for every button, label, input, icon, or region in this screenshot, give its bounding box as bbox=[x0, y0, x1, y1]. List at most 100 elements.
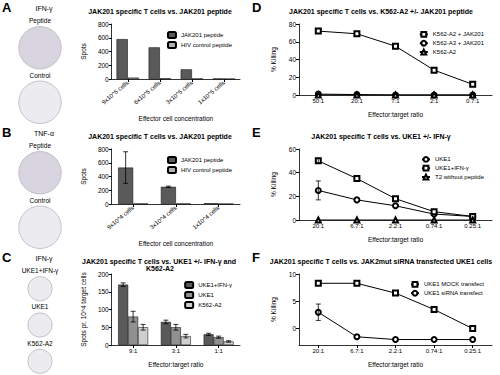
html-text:A: A bbox=[2, 0, 12, 15]
svg-text:HIV control peptide: HIV control peptide bbox=[181, 42, 233, 48]
svg-text:3x10^4 cells: 3x10^4 cells bbox=[149, 205, 178, 231]
svg-text:200: 200 bbox=[98, 187, 109, 194]
svg-text:K562-A2: K562-A2 bbox=[146, 265, 174, 272]
svg-text:20:1: 20:1 bbox=[312, 223, 324, 229]
svg-text:HIV control peptide: HIV control peptide bbox=[181, 167, 233, 173]
svg-text:0: 0 bbox=[292, 217, 296, 224]
svg-text:80: 80 bbox=[289, 21, 297, 28]
svg-text:Control: Control bbox=[30, 197, 52, 204]
svg-text:Spots: Spots bbox=[80, 42, 88, 59]
svg-text:50:1: 50:1 bbox=[312, 98, 324, 104]
svg-text:0.74:1: 0.74:1 bbox=[426, 223, 443, 229]
svg-text:40: 40 bbox=[289, 169, 297, 176]
svg-text:Spots: Spots bbox=[80, 167, 88, 184]
svg-text:Peptide: Peptide bbox=[29, 17, 51, 25]
svg-text:Peptide: Peptide bbox=[29, 142, 51, 150]
svg-text:20:1: 20:1 bbox=[351, 98, 363, 104]
html-text:D: D bbox=[252, 0, 262, 15]
svg-text:Effector:target ratio: Effector:target ratio bbox=[148, 361, 204, 369]
svg-text:% Killing: % Killing bbox=[270, 297, 278, 322]
svg-text:10: 10 bbox=[289, 271, 297, 278]
svg-text:400: 400 bbox=[98, 173, 109, 180]
svg-text:20:1: 20:1 bbox=[312, 348, 324, 354]
svg-text:0.25:1: 0.25:1 bbox=[464, 223, 481, 229]
svg-text:UKE1+IFN-γ: UKE1+IFN-γ bbox=[435, 165, 469, 171]
svg-text:UKE1: UKE1 bbox=[198, 292, 214, 298]
svg-text:Effector:target ratio: Effector:target ratio bbox=[368, 236, 424, 244]
svg-text:600: 600 bbox=[98, 34, 109, 41]
svg-text:K562-A2: K562-A2 bbox=[198, 302, 222, 308]
html-text:B: B bbox=[2, 125, 12, 140]
svg-text:2.2:1: 2.2:1 bbox=[389, 348, 403, 354]
svg-text:Effector:target ratio: Effector:target ratio bbox=[368, 111, 424, 119]
svg-text:2:1: 2:1 bbox=[430, 98, 439, 104]
svg-text:JAK201 specific T cells vs. K5: JAK201 specific T cells vs. K562-A2 +/- … bbox=[289, 8, 473, 16]
svg-text:UKE1: UKE1 bbox=[435, 156, 451, 162]
svg-text:UKE1 MOCK transfect: UKE1 MOCK transfect bbox=[424, 281, 484, 287]
svg-text:7:1: 7:1 bbox=[391, 98, 400, 104]
svg-text:UKE1+IFN-γ: UKE1+IFN-γ bbox=[22, 267, 59, 275]
svg-text:6.7:1: 6.7:1 bbox=[350, 348, 364, 354]
svg-text:% Killing: % Killing bbox=[270, 172, 278, 197]
svg-text:2.2:1: 2.2:1 bbox=[389, 223, 403, 229]
svg-text:0: 0 bbox=[292, 92, 296, 99]
svg-text:K562-A3 + JAK201: K562-A3 + JAK201 bbox=[433, 40, 485, 46]
svg-text:K562-A2 + JAK201: K562-A2 + JAK201 bbox=[433, 31, 485, 37]
svg-text:K562-A2: K562-A2 bbox=[433, 49, 457, 55]
svg-text:K562-A2: K562-A2 bbox=[27, 340, 53, 347]
svg-text:20: 20 bbox=[289, 193, 297, 200]
svg-text:JAK201 specific T cells vs. JA: JAK201 specific T cells vs. JAK201 pepti… bbox=[88, 133, 232, 141]
svg-text:UKE1: UKE1 bbox=[32, 303, 49, 310]
svg-text:1x10^5 cells: 1x10^5 cells bbox=[197, 80, 226, 106]
svg-text:200: 200 bbox=[98, 62, 109, 69]
svg-text:JAK201 specific T cells vs. UK: JAK201 specific T cells vs. UKE1 +/- IFN… bbox=[311, 133, 451, 141]
svg-text:6.7:1: 6.7:1 bbox=[350, 223, 364, 229]
svg-text:0: 0 bbox=[105, 76, 109, 83]
svg-text:60: 60 bbox=[289, 38, 297, 45]
svg-text:0.7:1: 0.7:1 bbox=[466, 98, 480, 104]
svg-text:50: 50 bbox=[102, 324, 110, 331]
svg-text:0.74:1: 0.74:1 bbox=[426, 348, 443, 354]
svg-text:IFN-γ: IFN-γ bbox=[35, 5, 53, 13]
svg-text:Spots pr. 10^4 target cells: Spots pr. 10^4 target cells bbox=[80, 271, 88, 346]
svg-text:0: 0 bbox=[105, 342, 109, 349]
svg-text:1:1: 1:1 bbox=[214, 348, 223, 354]
svg-text:0: 0 bbox=[105, 201, 109, 208]
svg-text:TNF-α: TNF-α bbox=[34, 130, 54, 137]
svg-text:3x10^5 cells: 3x10^5 cells bbox=[165, 80, 194, 106]
svg-text:20: 20 bbox=[289, 74, 297, 81]
svg-text:T2 without peptide: T2 without peptide bbox=[435, 174, 485, 180]
svg-text:Effector:target ratio: Effector:target ratio bbox=[368, 361, 424, 369]
html-text:C: C bbox=[2, 250, 12, 265]
svg-text:600: 600 bbox=[98, 159, 109, 166]
svg-text:200: 200 bbox=[98, 271, 109, 278]
svg-text:% Killing: % Killing bbox=[270, 47, 278, 72]
svg-text:9x10^4 cells: 9x10^4 cells bbox=[106, 205, 135, 231]
svg-text:150: 150 bbox=[98, 288, 109, 295]
svg-text:IFN-γ: IFN-γ bbox=[35, 255, 53, 263]
svg-text:6x10^5 cells: 6x10^5 cells bbox=[133, 80, 162, 106]
svg-text:400: 400 bbox=[98, 48, 109, 55]
svg-text:0: 0 bbox=[292, 325, 296, 332]
svg-text:JAK201 specific T cells vs. JA: JAK201 specific T cells vs. JAK2mut siRN… bbox=[270, 258, 492, 266]
svg-text:3:1: 3:1 bbox=[172, 348, 181, 354]
svg-text:100: 100 bbox=[98, 306, 109, 313]
svg-text:UKE1+IFN-γ: UKE1+IFN-γ bbox=[198, 282, 232, 288]
svg-text:JAK201 specific T cells vs. JA: JAK201 specific T cells vs. JAK201 pepti… bbox=[88, 8, 232, 16]
svg-text:9:1: 9:1 bbox=[129, 348, 138, 354]
svg-text:40: 40 bbox=[289, 56, 297, 63]
svg-text:Control: Control bbox=[30, 72, 52, 79]
svg-text:800: 800 bbox=[98, 146, 109, 153]
svg-text:60: 60 bbox=[289, 146, 297, 153]
svg-text:9x10^5 cells: 9x10^5 cells bbox=[101, 80, 130, 106]
svg-text:0.25:1: 0.25:1 bbox=[464, 348, 481, 354]
svg-text:800: 800 bbox=[98, 21, 109, 28]
svg-text:1x10^4 cells: 1x10^4 cells bbox=[192, 205, 221, 231]
svg-text:Effector cell concentration: Effector cell concentration bbox=[139, 115, 214, 122]
svg-text:JAK201 peptide: JAK201 peptide bbox=[181, 32, 224, 38]
svg-text:5: 5 bbox=[292, 298, 296, 305]
html-text:E: E bbox=[252, 125, 261, 140]
svg-text:JAK201 peptide: JAK201 peptide bbox=[181, 157, 224, 163]
svg-text:Effector cell concentration: Effector cell concentration bbox=[139, 240, 214, 247]
svg-text:UKE1 siRNA transfect: UKE1 siRNA transfect bbox=[424, 290, 483, 296]
